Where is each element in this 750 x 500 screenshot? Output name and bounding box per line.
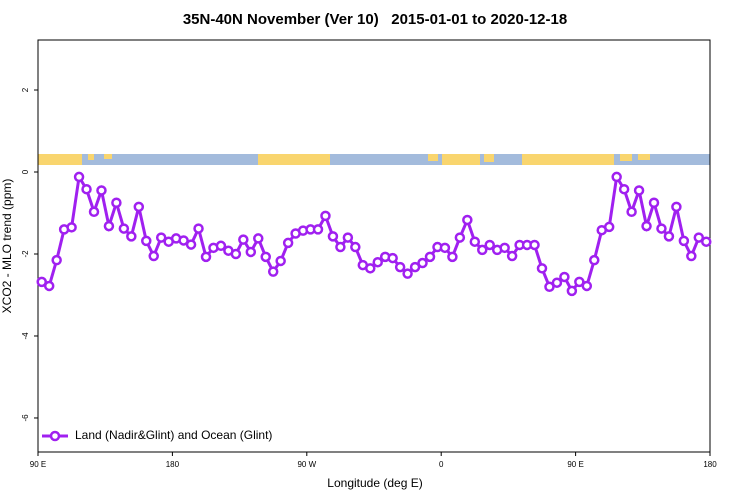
point [365, 263, 376, 274]
x-axis-label: Longitude (deg E) [327, 476, 422, 490]
point [253, 233, 264, 244]
point [462, 214, 473, 226]
point [551, 277, 563, 288]
point [447, 251, 458, 263]
point [66, 222, 77, 233]
point [701, 236, 712, 247]
point [103, 220, 115, 232]
series-line [41, 172, 707, 294]
point [275, 255, 286, 267]
point [342, 232, 354, 243]
point [387, 252, 398, 264]
point [245, 246, 257, 258]
point [36, 276, 47, 288]
x-tick-label: 180 [703, 460, 717, 469]
x-tick-label: 90 E [30, 460, 46, 469]
point [118, 223, 130, 234]
point [372, 256, 383, 268]
legend-marker [49, 430, 61, 442]
y-tick-label: -4 [21, 332, 30, 340]
point [544, 281, 555, 293]
point [499, 242, 510, 254]
point [671, 201, 682, 213]
legend-label: Land (Nadir&Glint) and Ocean (Glint) [75, 428, 272, 442]
chart-title: 35N-40N November (Ver 10) 2015-01-01 to … [183, 11, 567, 28]
point [574, 276, 585, 288]
point [678, 235, 690, 247]
y-tick-label: -6 [21, 414, 30, 422]
point [312, 224, 324, 235]
point [73, 171, 85, 183]
point [88, 206, 100, 218]
point [559, 271, 570, 283]
point [155, 232, 167, 243]
point [282, 237, 294, 249]
point [394, 261, 406, 273]
y-tick-label: -2 [21, 250, 30, 258]
point [641, 220, 652, 232]
point [566, 285, 578, 297]
point [648, 197, 660, 209]
point [81, 183, 92, 195]
point [626, 206, 637, 218]
point [409, 261, 421, 273]
point [656, 223, 667, 234]
point [484, 239, 495, 251]
x-tick-label: 180 [166, 460, 180, 469]
x-tick-label: 0 [439, 460, 444, 469]
point [693, 232, 705, 243]
point [417, 257, 428, 269]
point [469, 236, 481, 247]
point [185, 239, 197, 250]
point [126, 231, 137, 242]
point [96, 185, 107, 196]
point [477, 244, 488, 256]
point [529, 239, 540, 251]
point [141, 235, 152, 247]
point [215, 240, 227, 252]
point [581, 280, 593, 292]
point [111, 197, 122, 209]
plot-frame [37, 39, 711, 453]
point [51, 254, 62, 266]
point [200, 251, 212, 263]
point [267, 266, 279, 277]
point [260, 251, 271, 263]
land-ocean-strip [38, 154, 710, 165]
point [133, 201, 145, 213]
point [506, 250, 518, 262]
point [663, 231, 675, 242]
point [633, 185, 645, 196]
point [178, 235, 189, 246]
point [536, 263, 548, 274]
point [439, 242, 451, 254]
point [238, 234, 249, 245]
point [350, 241, 361, 253]
point [618, 183, 630, 195]
y-tick-label: 2 [21, 87, 30, 92]
point [43, 280, 55, 292]
point [424, 251, 436, 263]
point [230, 248, 242, 260]
point [335, 241, 346, 253]
point [193, 223, 204, 234]
y-axis-label: XCO2 - MLO trend (ppm) [0, 179, 14, 314]
point [603, 221, 615, 233]
point [148, 250, 159, 262]
x-tick-label: 90 W [297, 460, 316, 469]
point [686, 250, 697, 262]
y-tick-label: 0 [21, 169, 30, 174]
point [454, 232, 466, 243]
point [611, 171, 622, 183]
x-tick-label: 90 E [567, 460, 583, 469]
point [589, 254, 600, 266]
point [327, 231, 339, 242]
point [402, 268, 413, 279]
point [320, 210, 331, 222]
